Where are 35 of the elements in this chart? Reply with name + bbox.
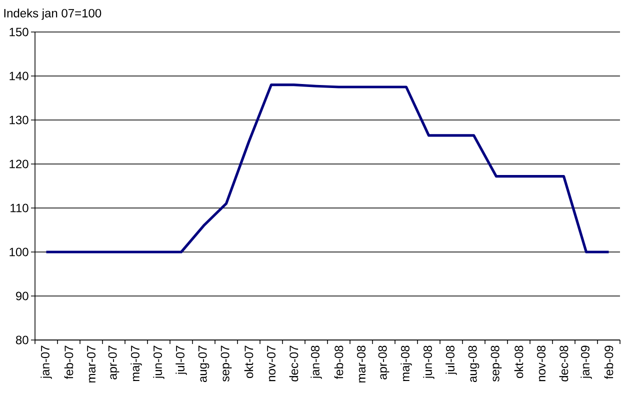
x-tick-label: jun-07 — [153, 346, 164, 379]
x-tick-label: okt-08 — [514, 346, 524, 378]
y-tick-label: 150 — [10, 28, 28, 36]
x-tick-label: nov-08 — [537, 346, 546, 382]
x-tick-label: aug-08 — [468, 346, 480, 382]
y-tick-label: 90 — [16, 292, 28, 300]
x-tick-label: mar-07 — [87, 346, 96, 382]
x-tick-label: sep-07 — [220, 346, 232, 382]
x-tick-label: jan-07 — [40, 346, 52, 379]
x-tick-label: mar-08 — [357, 346, 366, 382]
x-tick-label: feb-09 — [604, 346, 614, 380]
x-tick-label: apr-07 — [108, 346, 120, 380]
y-tick-label: 110 — [10, 204, 28, 212]
x-tick-label: okt-07 — [244, 346, 254, 378]
x-tick-label: dec-07 — [289, 346, 298, 382]
x-tick-label: jul-07 — [176, 346, 187, 375]
x-tick-label: jul-08 — [446, 346, 457, 375]
y-tick-label: 140 — [10, 72, 28, 80]
x-tick-label: nov-07 — [267, 346, 276, 382]
x-tick-label: sep-08 — [490, 346, 502, 382]
y-tick-label: 130 — [10, 116, 28, 124]
x-tick-label: feb-07 — [64, 346, 74, 380]
x-tick-label: dec-08 — [559, 346, 568, 382]
y-tick-label: 120 — [10, 160, 28, 168]
x-tick-label: feb-08 — [334, 346, 344, 380]
x-tick-label: maj-08 — [400, 346, 412, 382]
x-tick-label: aug-07 — [198, 346, 210, 382]
y-tick-label: 80 — [16, 336, 28, 344]
x-tick-label: jan-09 — [580, 346, 592, 379]
y-axis-title: Indeks jan 07=100 — [4, 8, 102, 20]
x-tick-label: maj-07 — [130, 346, 142, 382]
x-tick-label: apr-08 — [378, 346, 390, 380]
y-tick-label: 100 — [10, 248, 28, 256]
x-tick-label: jan-08 — [310, 346, 322, 379]
x-tick-label: jun-08 — [423, 346, 434, 379]
